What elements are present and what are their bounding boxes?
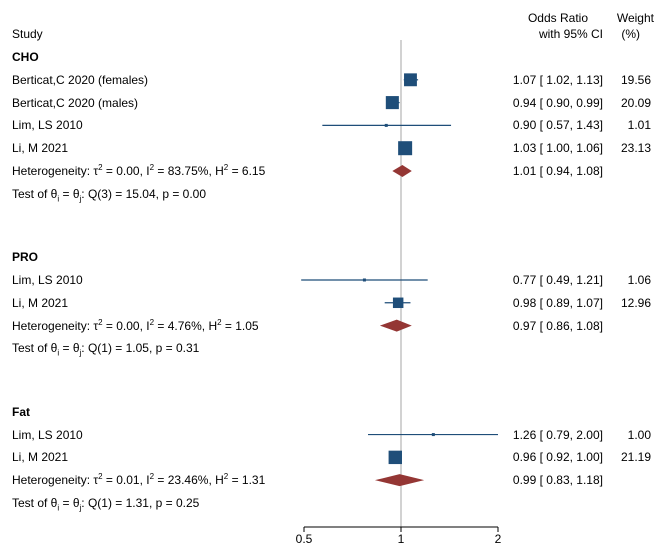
x-tick-label: 2 xyxy=(494,532,502,546)
study-label: Li, M 2021 xyxy=(12,295,69,310)
pooled-diamond xyxy=(392,165,412,177)
study-marker xyxy=(431,433,435,437)
study-weight: 19.56 xyxy=(620,72,651,87)
study-marker xyxy=(388,450,402,465)
header-odds-ratio: Odds Ratio xyxy=(527,11,588,25)
study-marker xyxy=(392,297,404,309)
study-ci-text: 0.77 [ 0.49, 1.21] xyxy=(512,272,603,287)
study-weight: 1.01 xyxy=(627,118,651,133)
study-weight: 1.06 xyxy=(627,272,651,287)
study-weight: 21.19 xyxy=(620,450,651,465)
study-ci-text: 0.96 [ 0.92, 1.00] xyxy=(512,450,603,465)
header-ci: with 95% CI xyxy=(538,27,603,41)
study-marker xyxy=(398,141,413,156)
study-marker xyxy=(404,73,417,87)
study-label: Berticat,C 2020 (females) xyxy=(12,72,149,87)
x-tick-label: 0.5 xyxy=(295,532,313,546)
study-marker xyxy=(362,278,366,282)
study-ci-text: 0.98 [ 0.89, 1.07] xyxy=(512,295,603,310)
test-of-homogeneity: Test of θi = θj: Q(3) = 15.04, p = 0.00 xyxy=(12,186,207,204)
study-ci-text: 0.90 [ 0.57, 1.43] xyxy=(512,118,603,133)
group-label-fat: Fat xyxy=(12,404,30,419)
study-label: Li, M 2021 xyxy=(12,141,69,156)
study-weight: 23.13 xyxy=(620,141,651,156)
study-label: Lim, LS 2010 xyxy=(12,427,83,442)
x-tick-label: 1 xyxy=(397,532,405,546)
study-label: Lim, LS 2010 xyxy=(12,272,83,287)
study-label: Li, M 2021 xyxy=(12,450,69,465)
group-label-cho: CHO xyxy=(12,50,39,64)
study-label: Lim, LS 2010 xyxy=(12,118,83,133)
study-label: Berticat,C 2020 (males) xyxy=(12,95,139,110)
pooled-ci-text: 0.99 [ 0.83, 1.18] xyxy=(512,473,603,488)
test-of-homogeneity: Test of θi = θj: Q(1) = 1.05, p = 0.31 xyxy=(12,341,200,358)
study-weight: 12.96 xyxy=(620,295,651,310)
pooled-ci-text: 1.01 [ 0.94, 1.08] xyxy=(512,164,603,178)
heterogeneity-text: Heterogeneity: τ2 = 0.00, I2 = 4.76%, H2… xyxy=(12,317,259,333)
study-ci-text: 0.94 [ 0.90, 0.99] xyxy=(512,95,603,110)
study-weight: 1.00 xyxy=(627,427,651,442)
study-ci-text: 1.07 [ 1.02, 1.13] xyxy=(512,72,603,87)
test-of-homogeneity: Test of θi = θj: Q(1) = 1.31, p = 0.25 xyxy=(12,495,200,513)
heterogeneity-text: Heterogeneity: τ2 = 0.00, I2 = 83.75%, H… xyxy=(12,163,266,179)
header-weight: Weight xyxy=(616,11,654,25)
pooled-diamond xyxy=(374,474,425,487)
header-weight-unit: (%) xyxy=(621,27,640,41)
group-label-pro: PRO xyxy=(12,250,39,265)
study-weight: 20.09 xyxy=(620,95,651,110)
header-study: Study xyxy=(12,27,43,41)
pooled-diamond xyxy=(379,319,412,332)
study-ci-text: 1.03 [ 1.00, 1.06] xyxy=(512,141,603,156)
heterogeneity-text: Heterogeneity: τ2 = 0.01, I2 = 23.46%, H… xyxy=(12,472,266,488)
study-ci-text: 1.26 [ 0.79, 2.00] xyxy=(512,427,603,442)
study-marker xyxy=(385,96,399,110)
study-marker xyxy=(384,123,388,127)
pooled-ci-text: 0.97 [ 0.86, 1.08] xyxy=(512,318,603,333)
